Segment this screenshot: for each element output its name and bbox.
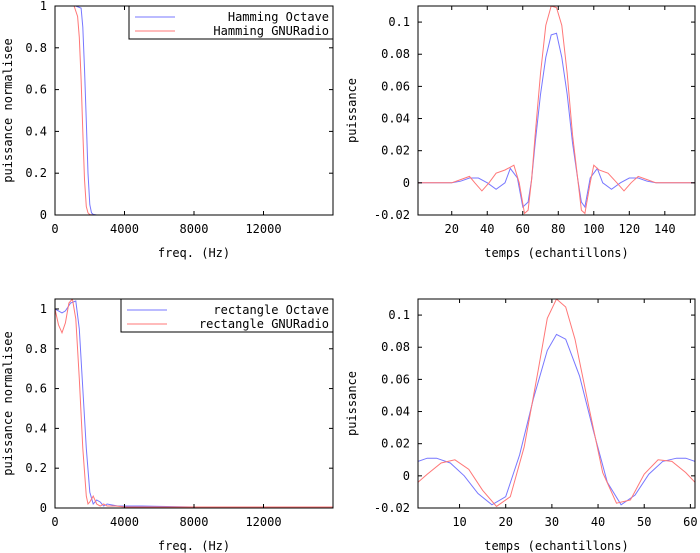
y-tick-label: 0.2 xyxy=(25,166,47,180)
y-tick-label: 0.02 xyxy=(381,437,410,451)
x-axis-label: temps (echantillons) xyxy=(484,539,629,553)
x-tick-label: 60 xyxy=(683,515,697,529)
y-tick-label: 0.8 xyxy=(25,41,47,55)
x-tick-label: 12000 xyxy=(245,515,281,529)
y-tick-label: 0 xyxy=(40,501,47,515)
chart-panel-4: 10 20 30 40 50 60 -0.02 0 0.02 0.04 0.06 0.08 0.1 tem… xyxy=(345,298,698,553)
x-tick-label: 40 xyxy=(591,515,605,529)
y-tick-label: 0.02 xyxy=(381,144,410,158)
y-tick-label: 0 xyxy=(403,176,410,190)
x-tick-label: 10 xyxy=(452,515,466,529)
y-tick-label: 1 xyxy=(40,0,47,13)
y-tick-label: 0.1 xyxy=(388,308,410,322)
x-tick-label: 80 xyxy=(551,222,565,236)
y-axis-label: puissance xyxy=(345,371,359,436)
series-line-2 xyxy=(418,6,695,215)
x-tick-label: 8000 xyxy=(180,222,209,236)
y-tick-label: -0.02 xyxy=(374,208,410,222)
x-axis-label: freq. (Hz) xyxy=(158,246,230,260)
y-tick-label: 0.4 xyxy=(25,421,47,435)
x-tick-label: 0 xyxy=(51,222,58,236)
y-axis-label: puissance xyxy=(345,78,359,143)
x-tick-label: 40 xyxy=(480,222,494,236)
x-tick-label: 50 xyxy=(637,515,651,529)
x-tick-label: 8000 xyxy=(180,515,209,529)
y-tick-label: 0.04 xyxy=(381,405,410,419)
series-line-2 xyxy=(55,299,333,508)
x-axis-label: temps (echantillons) xyxy=(484,246,629,260)
plot-frame xyxy=(417,298,696,509)
y-axis-label: puissance normalisee xyxy=(1,331,15,476)
x-tick-label: 12000 xyxy=(245,222,281,236)
x-tick-label: 140 xyxy=(654,222,676,236)
legend-label: Hamming GNURadio xyxy=(213,24,329,38)
x-tick-label: 120 xyxy=(618,222,640,236)
x-tick-label: 4000 xyxy=(110,515,139,529)
x-tick-label: 30 xyxy=(545,515,559,529)
x-tick-label: 20 xyxy=(498,515,512,529)
y-axis-label: puissance normalisee xyxy=(1,38,15,183)
y-tick-label: 0.04 xyxy=(381,112,410,126)
plot-frame xyxy=(417,5,696,216)
x-tick-label: 4000 xyxy=(110,222,139,236)
y-tick-label: 0.08 xyxy=(381,47,410,61)
y-tick-label: 0.2 xyxy=(25,461,47,475)
chart-panel-3: 0 4000 8000 12000 0 0.2 0.4 0.6 0.8 1 freq. (Hz) pu… xyxy=(1,298,334,553)
legend-label: rectangle Octave xyxy=(213,303,329,317)
series-line-1 xyxy=(55,6,333,215)
y-tick-label: 0.4 xyxy=(25,124,47,138)
y-tick-label: 0.6 xyxy=(25,83,47,97)
series-line-2 xyxy=(418,299,695,508)
y-tick-label: 0.08 xyxy=(381,340,410,354)
legend-label: rectangle GNURadio xyxy=(199,317,329,331)
legend-label: Hamming Octave xyxy=(228,10,329,24)
y-tick-label: 0.8 xyxy=(25,342,47,356)
y-tick-label: 0 xyxy=(403,469,410,483)
x-tick-label: 60 xyxy=(516,222,530,236)
y-tick-label: 0.6 xyxy=(25,382,47,396)
y-tick-label: -0.02 xyxy=(374,501,410,515)
series-line-1 xyxy=(418,333,695,506)
y-tick-label: 0.06 xyxy=(381,79,410,93)
x-axis-label: freq. (Hz) xyxy=(158,539,230,553)
y-tick-label: 0 xyxy=(40,208,47,222)
y-tick-label: 0.06 xyxy=(381,372,410,386)
x-tick-label: 20 xyxy=(445,222,459,236)
y-tick-label: 1 xyxy=(40,302,47,316)
chart-panel-1: 0 4000 8000 12000 0 0.2 0.4 0.6 0.8 1 freq. (Hz) pu… xyxy=(1,0,334,260)
chart-panel-2: 20 40 60 80 100 120 140 -0.02 0 0.02 0.04 0.06 0.08 0… xyxy=(345,5,696,260)
y-tick-label: 0.1 xyxy=(388,15,410,29)
x-tick-label: 100 xyxy=(583,222,605,236)
x-tick-label: 0 xyxy=(51,515,58,529)
